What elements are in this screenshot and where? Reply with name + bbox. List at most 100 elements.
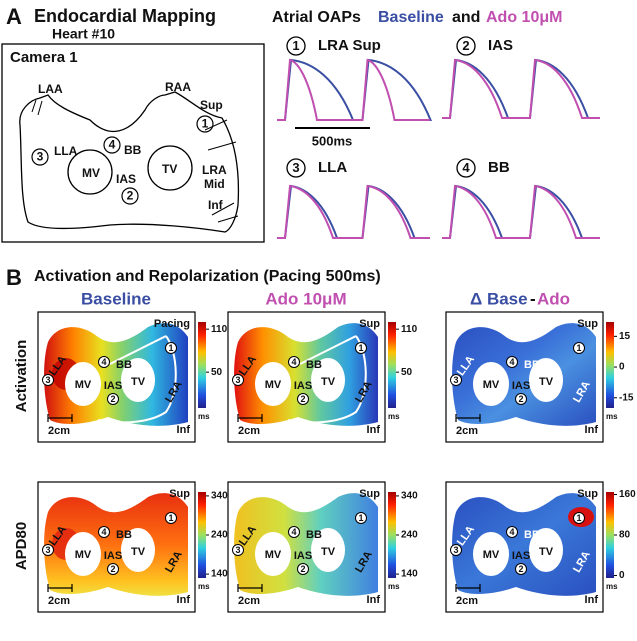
label: Mid	[204, 177, 225, 191]
map-label: BB	[116, 359, 132, 371]
site-marker	[506, 526, 518, 538]
panel-label: A	[6, 4, 22, 29]
panel-title: Endocardial Mapping	[34, 6, 216, 26]
map-label: 1	[168, 343, 173, 353]
column-header: Δ Base	[470, 289, 528, 308]
label: Sup	[200, 98, 223, 112]
map-label: ms	[606, 412, 618, 421]
scale-bar	[455, 584, 481, 592]
site-marker	[165, 342, 177, 354]
colorbar-tick-label: 110	[211, 324, 228, 335]
label: RAA	[165, 80, 191, 94]
site-marker	[355, 512, 367, 524]
map-label: Inf	[585, 594, 599, 606]
label: LRA Sup	[318, 37, 381, 54]
map-label: 2	[110, 394, 115, 404]
site-marker	[196, 115, 214, 133]
colorbar-tick-label: 0	[619, 362, 625, 373]
map-label: ms	[606, 582, 618, 591]
mv-hole	[473, 532, 509, 576]
scale-bar	[47, 414, 73, 422]
mv-hole	[473, 362, 509, 406]
map-label: ms	[388, 412, 400, 421]
site-marker	[232, 544, 244, 556]
site-marker	[286, 36, 306, 56]
site-marker	[42, 374, 54, 386]
colorbar	[606, 322, 614, 408]
site-marker	[573, 342, 585, 354]
label: BB	[124, 143, 142, 157]
map-label: 2	[300, 564, 305, 574]
map-label: BB	[524, 359, 540, 371]
map-label: IAS	[104, 550, 122, 562]
colorbar-tick-label: 240	[211, 530, 228, 541]
activation-arrow	[97, 335, 177, 424]
site-marker	[573, 512, 585, 524]
row-label: APD80	[13, 522, 30, 570]
activation-arrow	[287, 335, 367, 424]
map-label: TV	[321, 376, 336, 388]
map-label: 1	[576, 513, 581, 523]
column-header: Ado	[537, 289, 570, 308]
label: 1	[202, 117, 209, 131]
map-label: 1	[576, 343, 581, 353]
label: 3	[37, 150, 44, 164]
map-label: MV	[75, 549, 92, 561]
label: IAS	[116, 172, 136, 186]
label: LRA	[202, 163, 227, 177]
colorbar-tick-label: 140	[401, 569, 418, 580]
oap-title: Atrial OAPs	[272, 9, 361, 26]
map-label: 2	[518, 564, 523, 574]
trace-ado	[277, 184, 430, 239]
site-marker	[98, 356, 110, 368]
map-label: IAS	[104, 380, 122, 392]
tv-hole	[311, 528, 345, 572]
map-label: 4	[509, 527, 514, 537]
map-label: 2cm	[238, 595, 260, 607]
site-marker	[31, 148, 49, 166]
colorbar-tick-label: 340	[401, 491, 418, 502]
mv-outline	[67, 149, 113, 195]
map-label: Pacing	[154, 318, 190, 330]
map-label: TV	[539, 546, 554, 558]
label: MV	[82, 166, 100, 180]
site-marker	[107, 393, 119, 405]
column-header: -	[530, 289, 536, 308]
colorbar-tick-label: 140	[211, 569, 228, 580]
row-label: Activation	[13, 340, 30, 413]
map-label: BB	[116, 529, 132, 541]
map-label: TV	[321, 546, 336, 558]
site-marker	[506, 356, 518, 368]
label: LAA	[38, 82, 63, 96]
site-marker	[297, 393, 309, 405]
site-marker	[515, 563, 527, 575]
colorbar-tick-label: 15	[619, 331, 631, 342]
mv-hole	[255, 362, 291, 406]
site-marker	[42, 544, 54, 556]
column-header: Baseline	[81, 289, 151, 308]
site-marker	[165, 512, 177, 524]
map-label: MV	[265, 549, 282, 561]
colorbar	[388, 322, 396, 408]
tv-hole	[311, 358, 345, 402]
site-marker	[450, 374, 462, 386]
map-label: 3	[235, 545, 240, 555]
map-label: 1	[358, 343, 363, 353]
map-label: ms	[198, 412, 210, 421]
label: TV	[162, 162, 177, 176]
colorbar-tick-label: 80	[619, 530, 631, 541]
map-label: 3	[45, 545, 50, 555]
legend-ado: Ado 10μM	[486, 9, 562, 26]
colorbar-tick-label: 50	[401, 367, 413, 378]
site-marker	[450, 544, 462, 556]
map-label: Sup	[169, 488, 190, 500]
legend-and: and	[452, 9, 480, 26]
diagram-box	[1, 43, 265, 243]
map-label: 3	[453, 545, 458, 555]
label: IAS	[488, 37, 513, 54]
site-marker	[288, 526, 300, 538]
